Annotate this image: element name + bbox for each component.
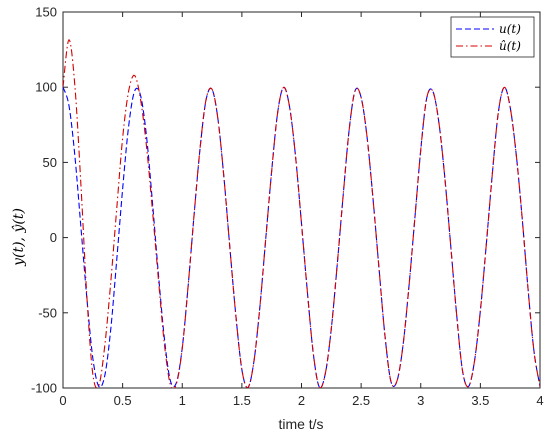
- x-tick-label: 3.5: [471, 393, 489, 408]
- x-tick-label: 0.5: [114, 393, 132, 408]
- y-tick-label: -100: [31, 381, 57, 396]
- plot-area: 0 0.5 1 1.5 2 2.5 3 3.5 4 -100 -50 0 50 100 150: [31, 5, 544, 409]
- x-axis-label: time t/s: [278, 416, 323, 432]
- legend-entry-2: û(t): [499, 39, 521, 53]
- y-tick-label: -50: [38, 305, 57, 320]
- x-tick-label: 2: [298, 393, 305, 408]
- axes-box: [62, 11, 541, 389]
- x-tick-label: 0: [59, 393, 66, 408]
- y-tick-label: 150: [35, 5, 57, 20]
- y-tick-label: 100: [35, 80, 57, 95]
- y-tick-label: 0: [50, 230, 57, 245]
- x-tick-label: 2.5: [352, 393, 370, 408]
- x-tick-label: 1.5: [233, 393, 251, 408]
- legend-box: [450, 16, 535, 58]
- x-tick-label: 4: [536, 393, 543, 408]
- legend: u(t) û(t): [450, 16, 535, 58]
- x-tick-label: 3: [417, 393, 424, 408]
- legend-entry-1: u(t): [499, 22, 521, 36]
- y-axis-label: y(t), ŷ(t): [10, 208, 27, 267]
- series-line-1: [63, 86, 540, 388]
- y-tick-label: 50: [43, 155, 57, 170]
- x-tick-label: 1: [179, 393, 186, 408]
- series-line-2: [63, 39, 540, 388]
